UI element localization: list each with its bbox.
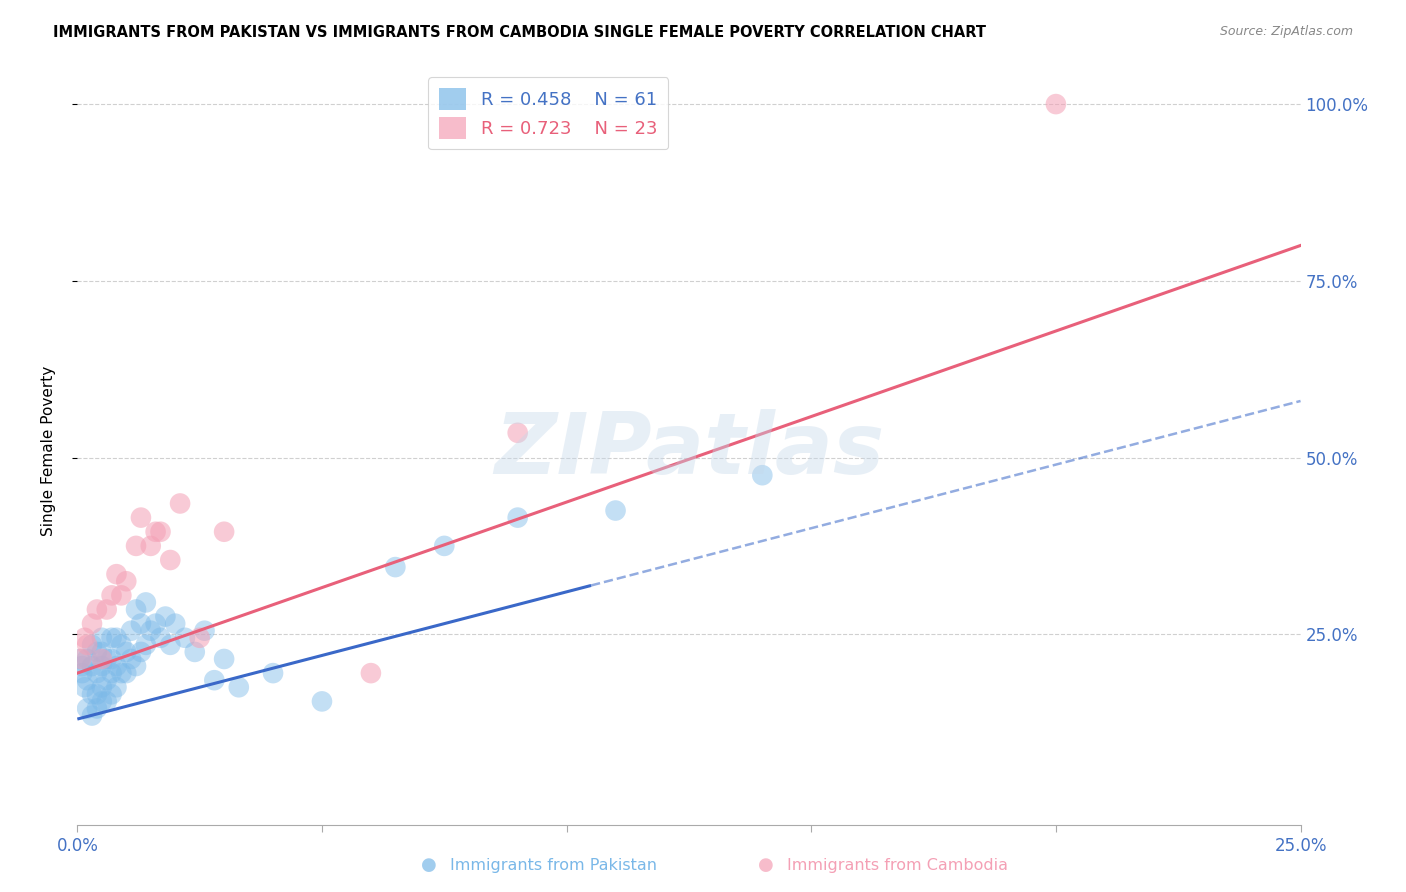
Point [184,645,207,659]
Point [76,652,98,666]
Point [73,680,96,694]
Point [100,652,122,666]
Point [90,680,112,694]
Point [69,652,91,666]
Point [86,666,108,681]
Point [360,666,382,681]
Text: Immigrants from Pakistan: Immigrants from Pakistan [450,858,657,872]
Point [96,652,118,666]
Point [100,631,122,645]
Point [76,638,98,652]
Point [115,666,138,681]
Point [1045,97,1067,112]
Point [139,624,162,638]
Point [120,624,142,638]
Point [155,609,177,624]
Point [202,673,225,688]
Point [80,708,103,723]
Point [110,638,132,652]
Point [110,588,132,602]
Point [86,645,108,659]
Point [80,638,103,652]
Point [193,624,215,638]
Point [159,638,181,652]
Point [80,616,103,631]
Point [129,645,152,659]
Point [90,694,112,708]
Point [86,701,108,715]
Text: IMMIGRANTS FROM PAKISTAN VS IMMIGRANTS FROM CAMBODIA SINGLE FEMALE POVERTY CORRE: IMMIGRANTS FROM PAKISTAN VS IMMIGRANTS F… [53,25,987,40]
Point [86,687,108,701]
Legend: R = 0.458    N = 61, R = 0.723    N = 23: R = 0.458 N = 61, R = 0.723 N = 23 [429,78,668,149]
Point [105,567,128,582]
Point [105,631,128,645]
Point [110,666,132,681]
Point [100,687,122,701]
Point [169,496,191,510]
Point [125,659,148,673]
Point [262,666,284,681]
Point [751,468,773,483]
Point [129,510,152,524]
Point [90,652,112,666]
Point [70,652,93,666]
Point [506,425,529,440]
Point [212,524,235,539]
Y-axis label: Single Female Poverty: Single Female Poverty [42,366,56,535]
Point [90,645,112,659]
Point [212,652,235,666]
Text: Immigrants from Cambodia: Immigrants from Cambodia [787,858,1008,872]
Point [135,595,157,609]
Point [129,616,152,631]
Text: Source: ZipAtlas.com: Source: ZipAtlas.com [1219,25,1353,38]
Point [311,694,333,708]
Point [76,701,98,715]
Point [96,694,118,708]
Point [80,659,103,673]
Point [174,631,197,645]
Point [100,588,122,602]
Point [70,659,93,673]
Point [96,673,118,688]
Point [115,645,138,659]
Point [100,666,122,681]
Point [149,524,172,539]
Point [96,602,118,616]
Point [120,652,142,666]
Point [125,539,148,553]
Point [125,602,148,616]
Point [145,616,167,631]
Point [86,602,108,616]
Point [145,524,167,539]
Point [105,659,128,673]
Point [90,631,112,645]
Point [228,680,250,694]
Point [384,560,406,574]
Point [80,687,103,701]
Point [90,659,112,673]
Point [76,673,98,688]
Point [115,574,138,589]
Point [105,680,128,694]
Point [139,539,162,553]
Point [165,616,187,631]
Text: ●: ● [420,856,437,874]
Point [70,666,93,681]
Text: ●: ● [758,856,775,874]
Point [188,631,211,645]
Point [135,638,157,652]
Point [149,631,172,645]
Point [73,631,96,645]
Point [433,539,456,553]
Text: ZIPatlas: ZIPatlas [494,409,884,492]
Point [605,503,627,517]
Point [506,510,529,524]
Point [159,553,181,567]
